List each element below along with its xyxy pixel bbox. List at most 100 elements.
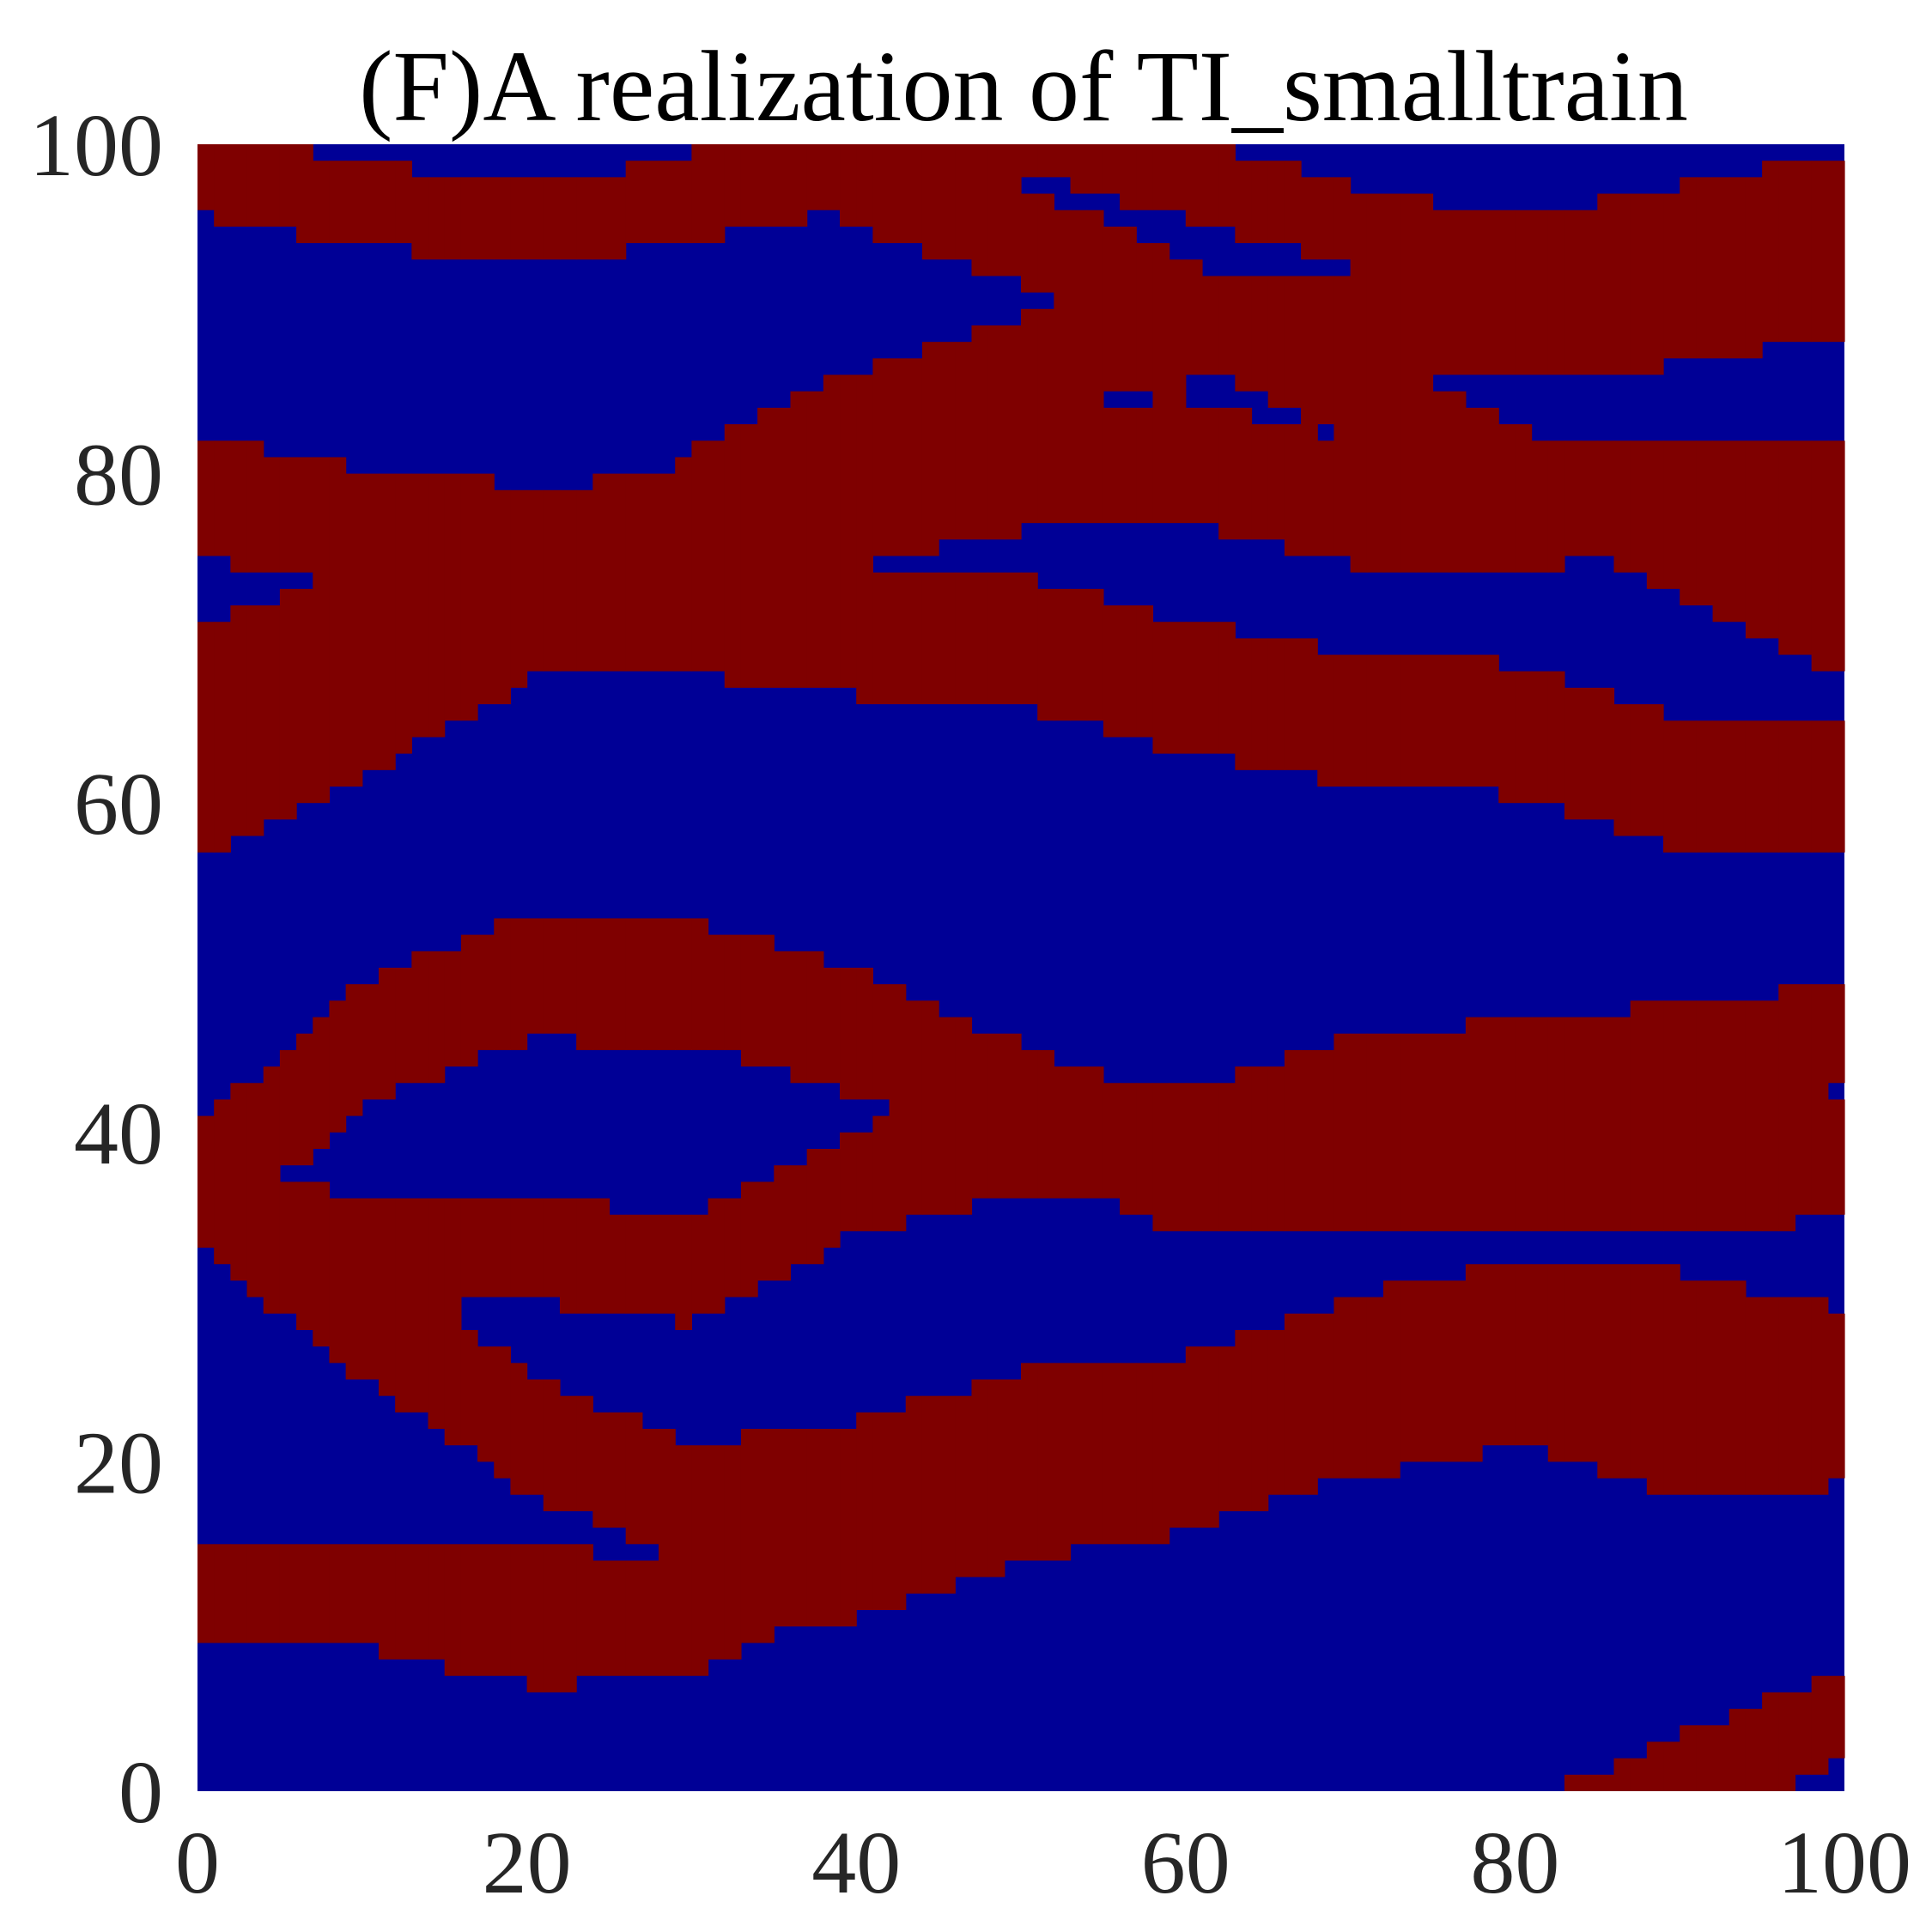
channel-cell-run <box>230 1544 248 1643</box>
channel-cell-run <box>609 918 627 1050</box>
channel-cell-run <box>329 457 347 787</box>
channel-cell-run <box>361 1544 380 1643</box>
channel-cell-run <box>197 1544 215 1643</box>
channel-cell-run <box>1515 1264 1533 1446</box>
channel-cell-run <box>939 144 956 260</box>
channel-cell-run <box>921 342 939 556</box>
channel-cell-run <box>1054 1363 1072 1561</box>
channel-cell-run <box>774 1165 792 1281</box>
channel-cell-run <box>1449 654 1467 787</box>
channel-cell-run <box>296 1182 313 1330</box>
channel-cell-run <box>543 1544 561 1692</box>
channel-cell-run <box>1811 720 1829 853</box>
channel-cell-run <box>1037 144 1054 178</box>
channel-cell-run <box>1235 638 1253 770</box>
channel-cell-run <box>1086 1066 1104 1199</box>
x-axis-ticks: 0 20 40 60 80 100 <box>175 1814 1911 1912</box>
channel-cell-run <box>856 1132 873 1231</box>
channel-cell-run <box>1169 1363 1187 1528</box>
channel-cell-run <box>1251 1066 1269 1231</box>
channel-cell-run <box>279 457 297 573</box>
channel-cell-run <box>609 473 627 671</box>
channel-cell-run <box>395 473 412 754</box>
channel-cell-run <box>856 1412 873 1611</box>
channel-cell-run <box>1235 407 1253 540</box>
channel-cell-run <box>1021 308 1038 524</box>
channel-cell-run <box>526 1544 544 1692</box>
channel-cell-run <box>1778 720 1796 853</box>
channel-cell-run <box>296 1544 313 1643</box>
channel-cell-run <box>774 951 792 1067</box>
channel-cell-run <box>1120 144 1137 210</box>
channel-cell-run <box>1334 177 1352 260</box>
x-tick-label: 60 <box>1141 1814 1230 1912</box>
channel-cell-run <box>1728 720 1747 853</box>
channel-cell-run <box>1630 440 1648 573</box>
channel-cell-run <box>1795 440 1813 655</box>
channel-cell-run <box>246 1083 264 1297</box>
channel-cell-run <box>510 1544 528 1676</box>
channel-cell-run <box>840 374 857 688</box>
channel-cell-run <box>840 144 857 227</box>
channel-cell-run <box>1762 440 1779 639</box>
y-tick-label: 40 <box>74 1084 163 1183</box>
channel-cell-run <box>444 177 462 260</box>
channel-cell-run <box>806 144 824 210</box>
channel-cell-run <box>1696 1000 1714 1231</box>
channel-cell-run <box>1531 210 1549 375</box>
channel-cell-run <box>1465 1264 1483 1462</box>
channel-cell-run <box>1267 161 1285 244</box>
channel-cell-run <box>1218 276 1236 375</box>
channel-cell-run <box>1646 1741 1664 1791</box>
channel-cell-run <box>708 144 726 244</box>
channel-cell-run <box>576 918 593 1050</box>
channel-cell-run <box>1054 210 1072 524</box>
channel-cell-run <box>757 934 775 1067</box>
channel-cell-run <box>1564 1774 1582 1791</box>
channel-cell-run <box>1103 144 1121 194</box>
channel-cell-run <box>592 1560 611 1676</box>
channel-cell-run <box>279 588 297 820</box>
channel-cell-run <box>1646 193 1664 375</box>
channel-cell-run <box>1251 276 1269 392</box>
channel-cell-run <box>1630 704 1648 836</box>
channel-cell-run <box>691 440 709 671</box>
channel-cell-run <box>659 1214 676 1314</box>
channel-cell-run <box>378 968 396 1100</box>
channel-cell-run <box>641 1560 659 1676</box>
channel-cell-run <box>971 572 989 705</box>
y-tick-label: 20 <box>74 1413 163 1512</box>
channel-cell-run <box>889 144 907 244</box>
channel-cell-run <box>1663 1000 1680 1231</box>
channel-cell-run <box>428 177 446 260</box>
channel-cell-run <box>1267 1329 1285 1495</box>
channel-cell-run <box>971 1033 989 1199</box>
channel-cell-run <box>1185 1346 1203 1528</box>
channel-cell-run <box>921 1000 939 1215</box>
channel-cell-run <box>197 440 215 556</box>
channel-cell-run <box>856 374 873 705</box>
channel-cell-run <box>740 1182 758 1297</box>
channel-cell-run <box>1696 720 1714 853</box>
channel-cell-run <box>1745 720 1763 853</box>
channel-cell-run <box>724 424 742 688</box>
channel-cell-run <box>460 934 478 1067</box>
channel-cell-run <box>1284 638 1302 770</box>
channel-cell-run <box>1070 144 1088 194</box>
channel-cell-run <box>823 374 841 688</box>
channel-cell-run <box>1778 440 1796 655</box>
channel-cell-run <box>1696 177 1714 359</box>
channel-cell-run <box>987 572 1005 705</box>
channel-cell-run <box>428 1544 446 1660</box>
channel-cell-run <box>1400 1280 1417 1462</box>
channel-cell-run <box>214 144 231 227</box>
channel-cell-run <box>625 473 643 671</box>
channel-cell-run <box>955 572 973 705</box>
channel-cell-run <box>1235 1329 1253 1511</box>
channel-cell-run <box>543 1198 561 1297</box>
channel-cell-run <box>1004 144 1022 276</box>
channel-cell-run <box>1070 1066 1088 1199</box>
channel-cell-run <box>1515 424 1533 573</box>
channel-cell-run <box>1795 161 1813 343</box>
channel-cell-run <box>296 588 313 804</box>
